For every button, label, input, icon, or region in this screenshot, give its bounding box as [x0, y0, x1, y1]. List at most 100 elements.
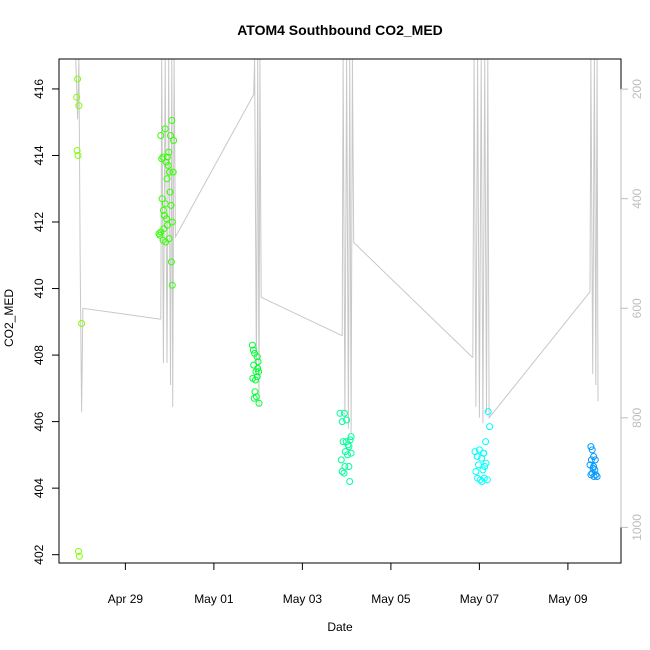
- data-point: [75, 102, 83, 110]
- plot-frame: [58, 58, 622, 564]
- data-point: [338, 468, 346, 475]
- data-point: [159, 206, 167, 214]
- data-point: [74, 152, 82, 159]
- data-point: [163, 221, 171, 229]
- data-point: [588, 469, 596, 477]
- x-tick-label: Apr 29: [108, 592, 144, 606]
- data-point: [342, 438, 350, 446]
- data-point: [163, 215, 170, 223]
- y2-axis: 200 400 600 800 1000: [620, 79, 644, 541]
- depth-line-segment-0: [75, 58, 161, 413]
- data-point: [339, 438, 347, 446]
- data-point: [168, 117, 176, 124]
- depth-line-segment-2: [253, 58, 343, 407]
- data-point: [168, 218, 176, 226]
- data-point: [161, 200, 169, 208]
- y-tick-label: 402: [32, 544, 46, 564]
- y2-tick-label: 600: [630, 298, 644, 318]
- data-point: [590, 473, 598, 480]
- y-tick-label: 406: [32, 411, 46, 431]
- data-point: [167, 201, 175, 209]
- data-point: [476, 476, 484, 484]
- data-point: [165, 235, 173, 243]
- data-point: [250, 361, 258, 369]
- data-point: [255, 368, 263, 376]
- depth-line-segment-5: [589, 58, 599, 402]
- y-tick-label: 414: [32, 145, 46, 165]
- data-point: [158, 195, 166, 203]
- chart-title: ATOM4 Southbound CO2_MED: [237, 22, 443, 38]
- data-point: [472, 468, 480, 475]
- data-point: [163, 153, 171, 161]
- data-point: [479, 466, 487, 474]
- data-point: [587, 443, 595, 451]
- data-point: [251, 388, 259, 396]
- data-point: [340, 469, 348, 477]
- data-point: [75, 547, 82, 555]
- points-layer: [73, 75, 601, 560]
- x-tick-label: May 05: [371, 592, 411, 606]
- data-point: [166, 188, 174, 196]
- y-axis: 402 404 406 408 410 412 414 416: [32, 79, 59, 565]
- data-point: [157, 132, 165, 139]
- data-point: [482, 459, 490, 467]
- data-point: [167, 132, 174, 139]
- data-point: [253, 353, 261, 361]
- data-point: [170, 137, 178, 144]
- data-point: [157, 228, 165, 236]
- data-point: [169, 168, 177, 176]
- depth-line-segment-4: [472, 58, 591, 424]
- y-tick-label: 404: [32, 478, 46, 498]
- data-point: [253, 373, 261, 381]
- data-point: [483, 476, 491, 484]
- data-point: [168, 281, 176, 289]
- data-point: [78, 320, 86, 327]
- y-tick-label: 408: [32, 345, 46, 365]
- data-point: [481, 463, 489, 470]
- y-tick-label: 416: [32, 79, 46, 99]
- data-point: [346, 478, 354, 485]
- data-point: [593, 473, 601, 480]
- data-point: [254, 358, 262, 366]
- depth-line-segment-3: [341, 58, 474, 435]
- data-point: [73, 93, 81, 101]
- data-point: [161, 125, 169, 133]
- data-point: [252, 376, 259, 384]
- x-axis-label: Date: [327, 620, 353, 634]
- data-point: [337, 456, 345, 464]
- data-point: [163, 175, 171, 183]
- x-tick-label: May 03: [283, 592, 323, 606]
- data-point: [340, 409, 348, 417]
- data-point: [484, 408, 492, 416]
- y2-tick-label: 1000: [630, 514, 644, 541]
- data-point: [588, 446, 596, 454]
- data-point: [166, 168, 174, 176]
- data-point: [482, 438, 490, 446]
- data-point: [338, 418, 346, 426]
- x-tick-label: May 07: [460, 592, 500, 606]
- data-point: [345, 463, 353, 470]
- data-point: [252, 368, 260, 376]
- x-axis: Apr 29 May 01 May 03 May 05 May 07 May 09: [108, 563, 588, 606]
- data-point: [473, 453, 481, 460]
- data-point: [347, 449, 355, 457]
- data-point: [164, 162, 172, 169]
- data-point: [252, 393, 260, 401]
- data-point: [590, 463, 598, 470]
- data-point: [475, 461, 482, 469]
- y-tick-label: 410: [32, 278, 46, 298]
- y2-tick-label: 800: [630, 407, 644, 427]
- data-point: [347, 433, 355, 441]
- data-point: [344, 441, 352, 449]
- data-point: [591, 456, 599, 464]
- data-point: [344, 451, 351, 459]
- y2-tick-label: 400: [630, 188, 644, 208]
- data-point: [592, 471, 600, 479]
- depth-line-segment-1: [160, 58, 255, 407]
- data-point: [249, 346, 257, 354]
- data-point: [479, 449, 487, 457]
- data-point: [165, 148, 173, 156]
- data-point: [250, 394, 258, 402]
- data-point: [336, 409, 344, 417]
